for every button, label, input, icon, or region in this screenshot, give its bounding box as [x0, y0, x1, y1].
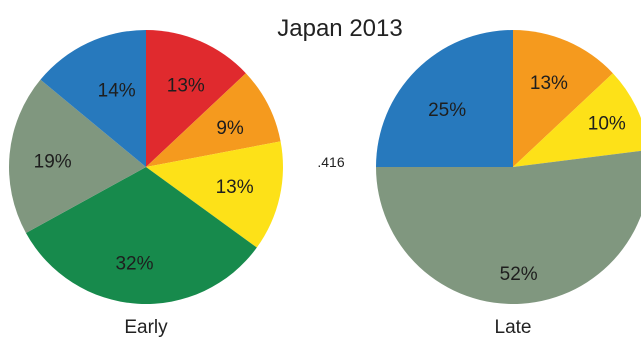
- pie-slice-label-late-1: 10%: [588, 114, 626, 135]
- pie-slice-early-0: [146, 30, 246, 167]
- pie-slice-label-late-2: 52%: [500, 264, 538, 285]
- pie-slice-label-late-0: 13%: [530, 73, 568, 94]
- pie-slice-early-2: [146, 141, 283, 248]
- chart-title: Japan 2013: [277, 15, 402, 42]
- pie-slice-early-3: [25, 167, 257, 305]
- pie-slice-early-1: [146, 73, 281, 167]
- pie-slice-label-early-2: 13%: [216, 177, 254, 198]
- pie-slice-label-early-5: 14%: [98, 81, 136, 102]
- pie-slice-label-early-1: 9%: [216, 118, 244, 139]
- pie-slice-early-4: [9, 79, 146, 233]
- pie-slice-early-5: [40, 30, 146, 167]
- pie-slice-label-early-0: 13%: [167, 76, 205, 97]
- pie-slice-late-3: [376, 30, 513, 167]
- pie-early: 13% 9% 13% 32% 19% 14%: [9, 30, 283, 305]
- center-annotation: .416: [317, 154, 344, 170]
- pie-label-late: Late: [495, 317, 532, 337]
- pie-slice-label-early-3: 32%: [115, 254, 153, 275]
- pie-slice-late-0: [513, 30, 613, 167]
- pie-slice-label-late-3: 25%: [428, 100, 466, 121]
- pie-label-early: Early: [124, 317, 168, 337]
- pie-slice-late-2: [376, 150, 641, 304]
- pie-slice-late-1: [513, 73, 641, 167]
- pie-slice-label-early-4: 19%: [34, 152, 72, 173]
- pie-late: 13% 10% 52% 25%: [376, 30, 641, 304]
